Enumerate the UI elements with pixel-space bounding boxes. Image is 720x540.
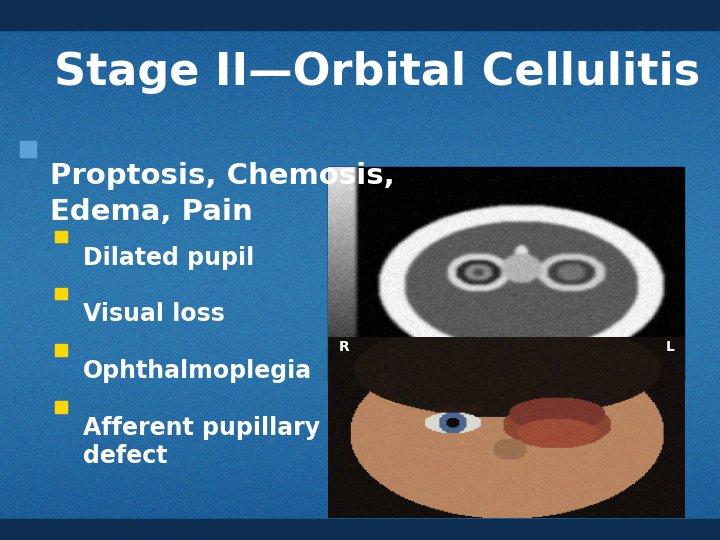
Text: Proptosis, Chemosis,
Edema, Pain: Proptosis, Chemosis, Edema, Pain (50, 162, 395, 226)
Text: Ophthalmoplegia: Ophthalmoplegia (83, 359, 312, 383)
Text: Stage II—Orbital Cellulitis: Stage II—Orbital Cellulitis (54, 51, 701, 94)
Bar (328, 167, 684, 381)
Text: Dilated pupil: Dilated pupil (83, 246, 254, 269)
Bar (20, 141, 36, 157)
Bar (55, 288, 67, 299)
Text: Visual loss: Visual loss (83, 302, 225, 326)
Text: L: L (666, 340, 675, 354)
Bar (55, 345, 67, 356)
Text: R: R (338, 340, 349, 354)
Bar (0, 519, 720, 540)
Bar (55, 231, 67, 242)
Text: Afferent pupillary
defect: Afferent pupillary defect (83, 416, 320, 468)
Bar (55, 401, 67, 413)
Bar (0, 0, 720, 30)
